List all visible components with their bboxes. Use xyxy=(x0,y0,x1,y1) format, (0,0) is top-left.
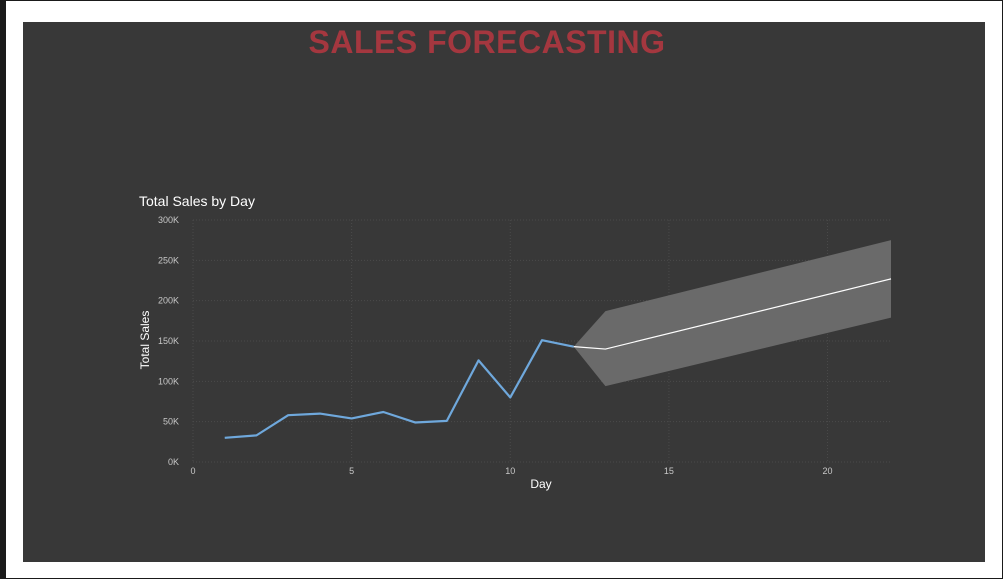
x-axis-title: Day xyxy=(530,477,551,491)
x-axis: 0 5 10 15 20 xyxy=(190,466,832,476)
chart-title: Total Sales by Day xyxy=(139,193,255,209)
sales-line-chart: Total Sales by Day 0K 50K 100K 150K 200K 250K… xyxy=(138,193,892,491)
y-axis-title: Total Sales xyxy=(138,311,152,370)
y-tick-label: 200K xyxy=(158,296,179,306)
report-panel: SALES FORECASTING Total Sales by Day 0K 5… xyxy=(23,22,985,562)
y-tick-label: 100K xyxy=(158,376,179,386)
x-tick-label: 20 xyxy=(823,466,833,476)
y-tick-label: 250K xyxy=(158,255,179,265)
forecast-line xyxy=(573,278,892,350)
y-tick-label: 300K xyxy=(158,215,179,225)
y-tick-label: 150K xyxy=(158,336,179,346)
x-tick-label: 10 xyxy=(505,466,515,476)
y-axis: 0K 50K 100K 150K 200K 250K 300K xyxy=(158,215,179,467)
y-tick-label: 0K xyxy=(168,457,179,467)
series-layer xyxy=(224,240,892,439)
x-tick-label: 5 xyxy=(349,466,354,476)
x-tick-label: 15 xyxy=(664,466,674,476)
forecast-confidence-band xyxy=(573,240,891,387)
report-title: SALES FORECASTING xyxy=(308,24,666,60)
actual-sales-line xyxy=(224,339,574,439)
x-tick-label: 0 xyxy=(190,466,195,476)
y-tick-label: 50K xyxy=(163,417,179,427)
